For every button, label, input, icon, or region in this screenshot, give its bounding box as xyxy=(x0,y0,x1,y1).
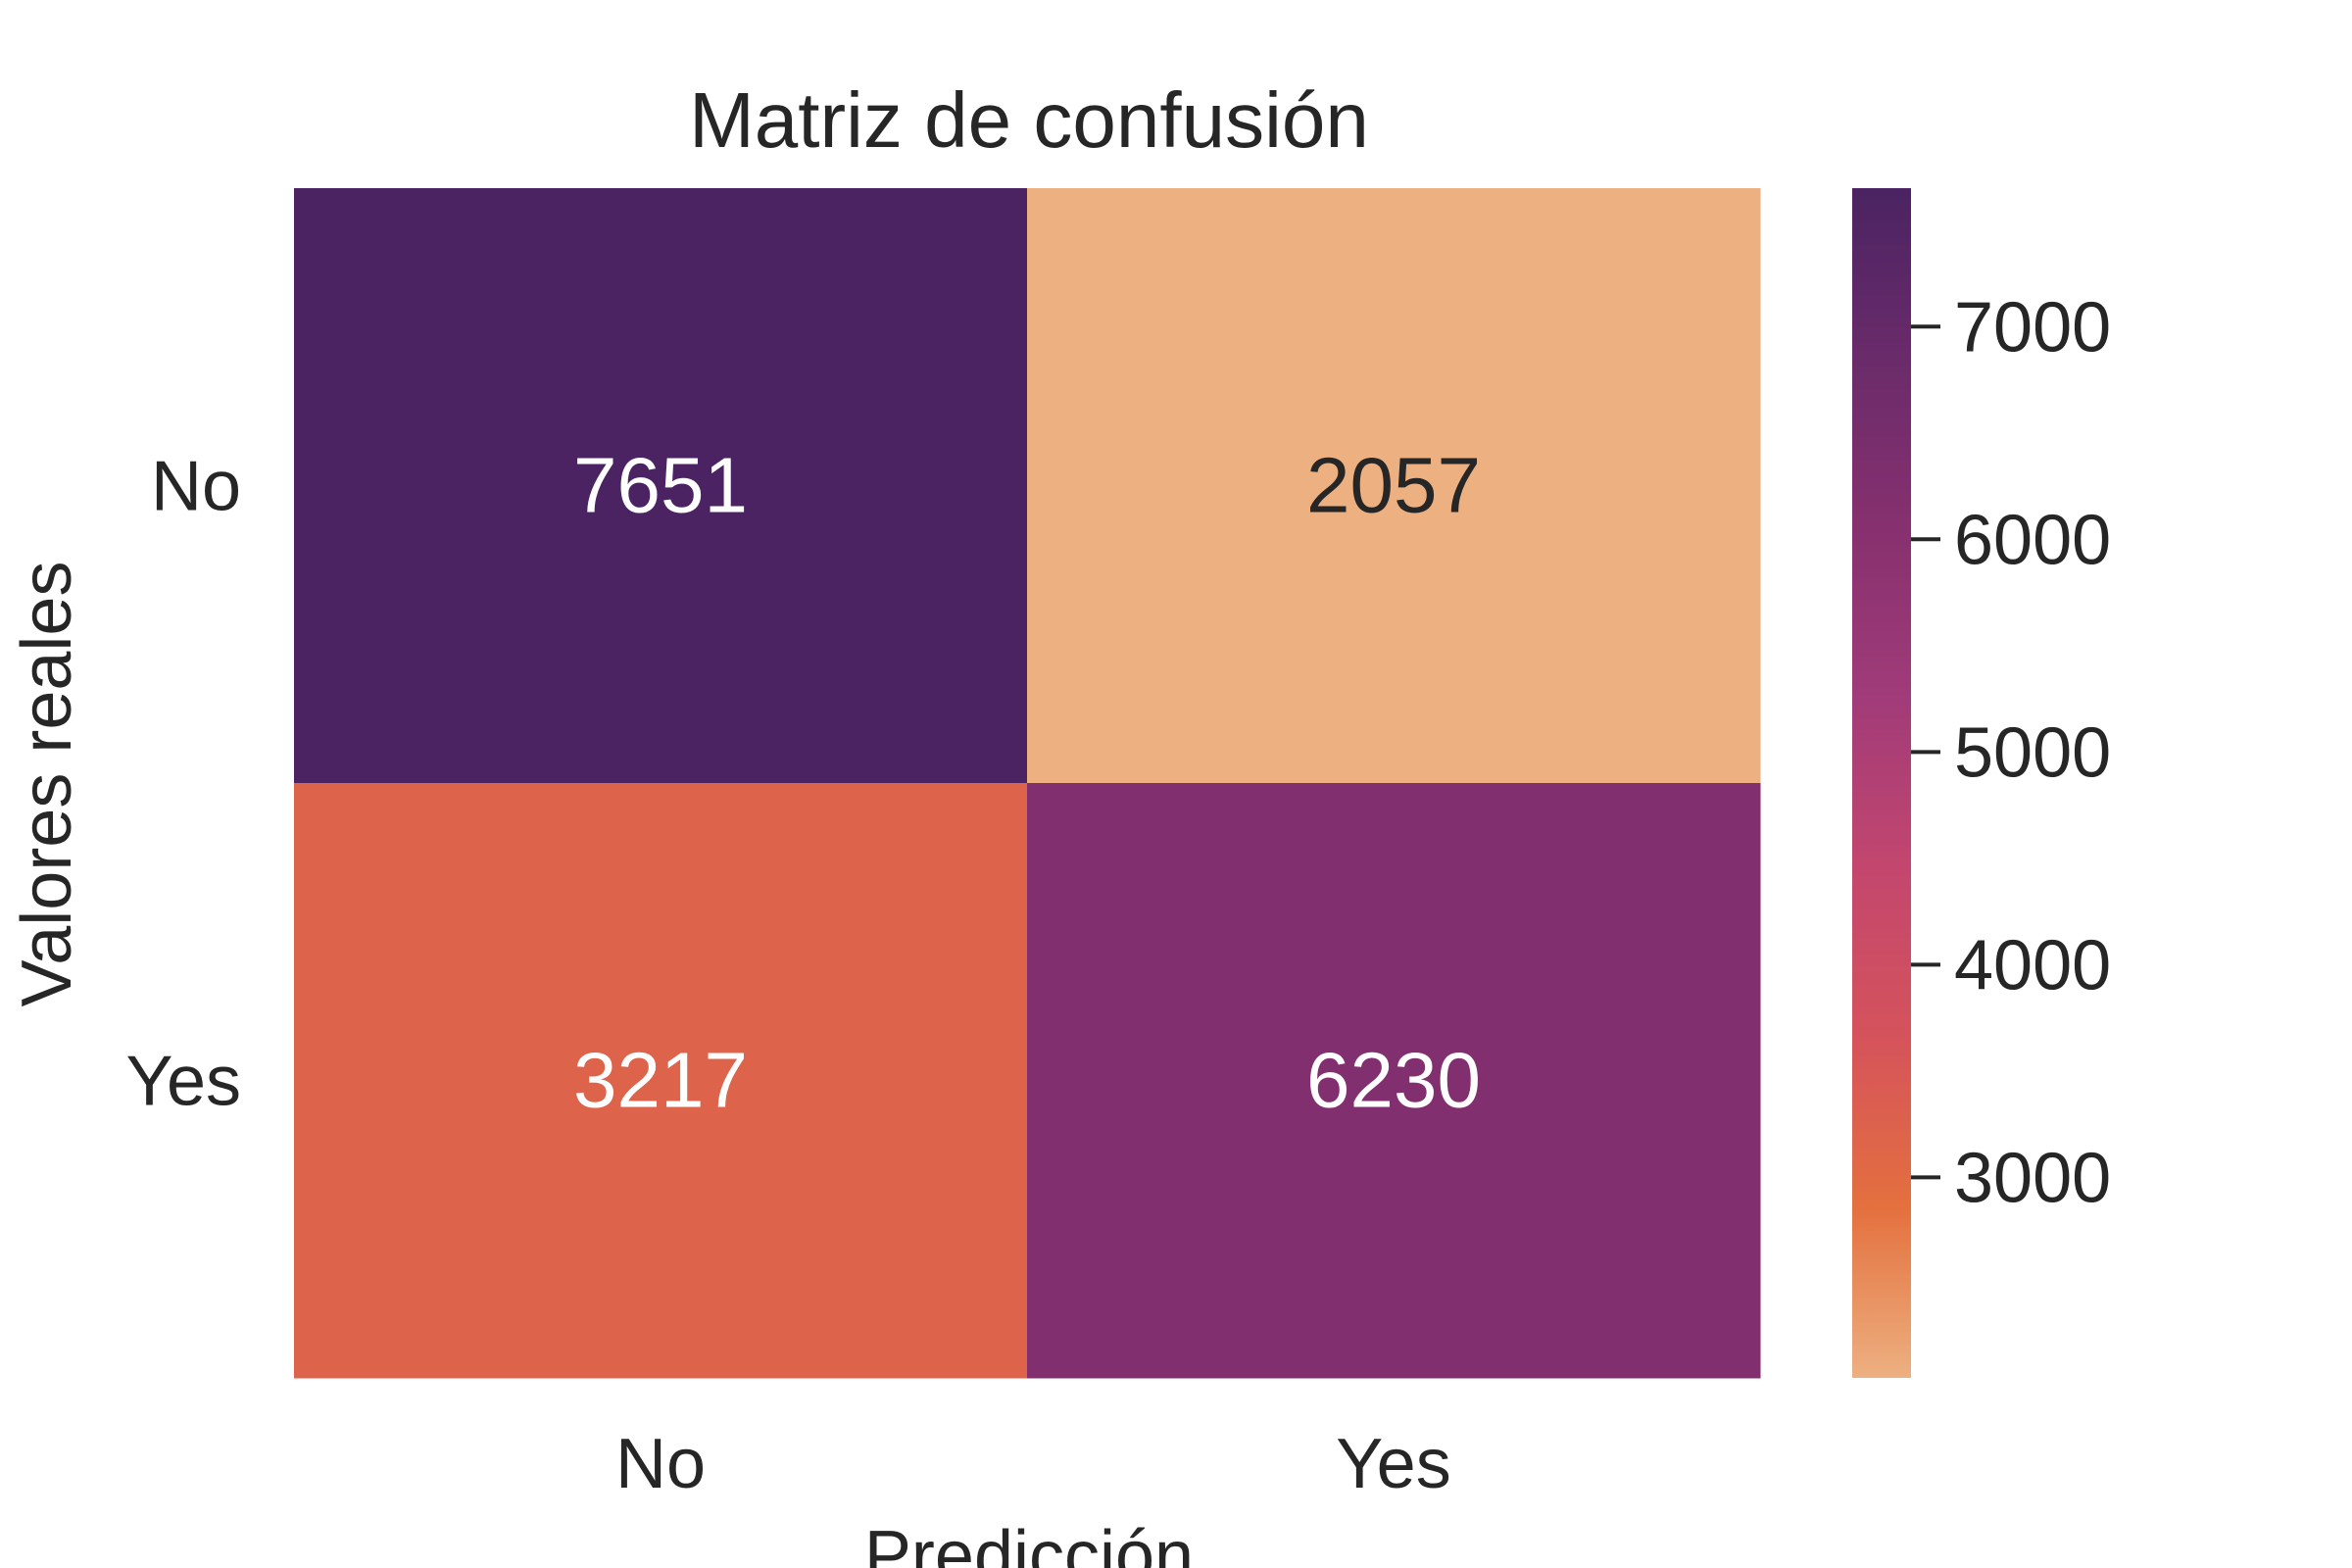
y-axis-tick-labels: No Yes xyxy=(126,448,241,1121)
colorbar-tick-label: 4000 xyxy=(1954,926,2111,1004)
x-tick-label: Yes xyxy=(1336,1425,1450,1503)
heatmap-cell-yes-yes xyxy=(1027,783,1761,1379)
y-axis-label: Valores reales xyxy=(8,562,86,1007)
colorbar-tick-label: 3000 xyxy=(1954,1139,2111,1217)
chart-title: Matriz de confusión xyxy=(689,76,1369,164)
x-axis-label: Predicción xyxy=(864,1517,1194,1568)
colorbar-ticks: 3000 4000 5000 6000 7000 xyxy=(1911,288,2111,1217)
cell-value-label: 6230 xyxy=(1306,1037,1481,1124)
colorbar-tick-label: 7000 xyxy=(1954,288,2111,367)
colorbar-tick-label: 6000 xyxy=(1954,501,2111,579)
cell-value-label: 3217 xyxy=(573,1037,748,1124)
heatmap-cell-labels: 7651 2057 3217 6230 xyxy=(573,442,1481,1124)
y-tick-label: Yes xyxy=(126,1043,241,1121)
y-tick-label: No xyxy=(151,448,241,526)
heatmap-cell-no-no xyxy=(294,188,1028,784)
heatmap-cells xyxy=(294,188,1761,1379)
heatmap-cell-yes-no xyxy=(294,783,1028,1379)
heatmap-cell-no-yes xyxy=(1027,188,1761,784)
cell-value-label: 7651 xyxy=(573,442,748,529)
colorbar xyxy=(1852,188,1911,1378)
colorbar-tick-label: 5000 xyxy=(1954,713,2111,792)
x-tick-label: No xyxy=(615,1425,706,1503)
x-axis-tick-labels: No Yes xyxy=(615,1425,1451,1503)
cell-value-label: 2057 xyxy=(1306,442,1481,529)
